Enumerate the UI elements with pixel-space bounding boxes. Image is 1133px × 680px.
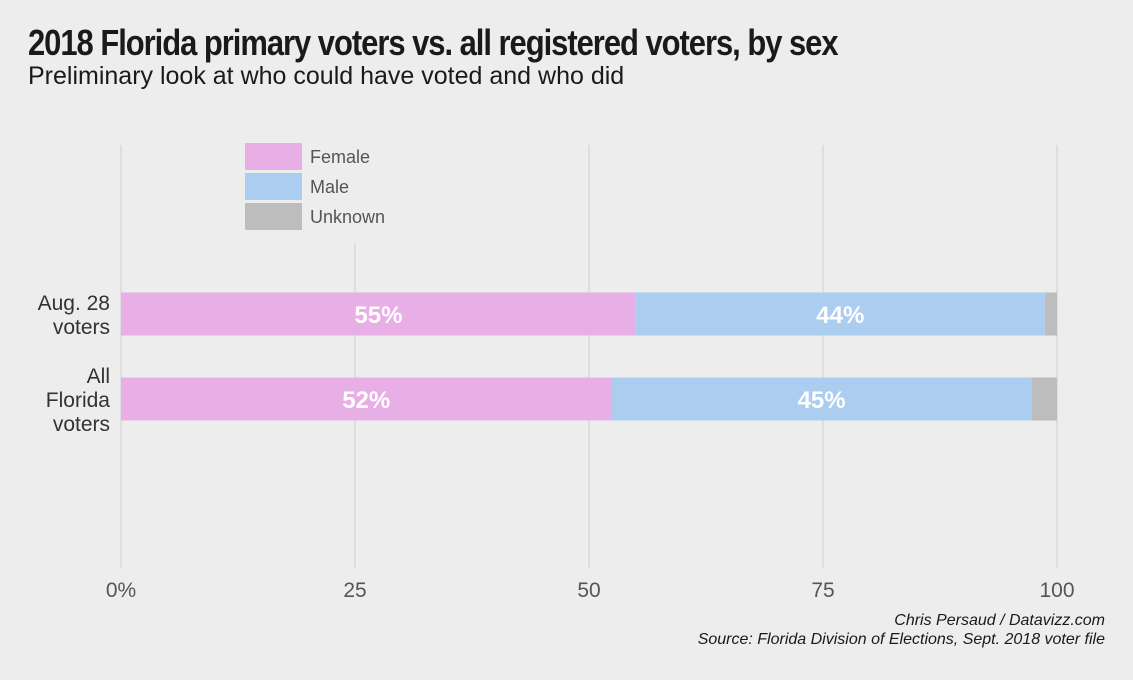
legend-label: Unknown [310,207,385,227]
category-label: voters [53,413,110,436]
bar-segment-male [635,292,1045,336]
bar-segment-unknown [1044,292,1057,336]
bar-segment-unknown [1031,377,1057,421]
category-label: Aug. 28 [38,292,110,315]
x-tick-label: 75 [811,579,834,602]
author-credit: Chris Persaud / Datavizz.com [894,612,1105,629]
x-tick-label: 100 [1039,579,1074,602]
legend-swatch-female [245,143,302,170]
legend-label: Male [310,177,349,197]
legend-swatch-male [245,173,302,200]
x-tick-label: 50 [577,579,600,602]
source-credit: Source: Florida Division of Elections, S… [697,631,1105,648]
category-label: Florida [46,389,111,412]
category-label: voters [53,316,110,339]
bar-value-label: 44% [816,302,864,329]
chart-subtitle: Preliminary look at who could have voted… [28,62,625,90]
category-label: All [87,365,110,388]
legend-label: Female [310,147,370,167]
bar-segment-male [611,377,1032,421]
bar-value-label: 55% [354,302,402,329]
bar-segment-female [121,377,612,421]
x-tick-label: 0% [106,579,136,602]
bar-value-label: 45% [798,387,846,414]
legend-swatch-unknown [245,203,302,230]
bar-value-label: 52% [342,387,390,414]
x-tick-label: 25 [343,579,366,602]
bar-segment-female [121,292,636,336]
chart-title: 2018 Florida primary voters vs. all regi… [28,22,839,63]
